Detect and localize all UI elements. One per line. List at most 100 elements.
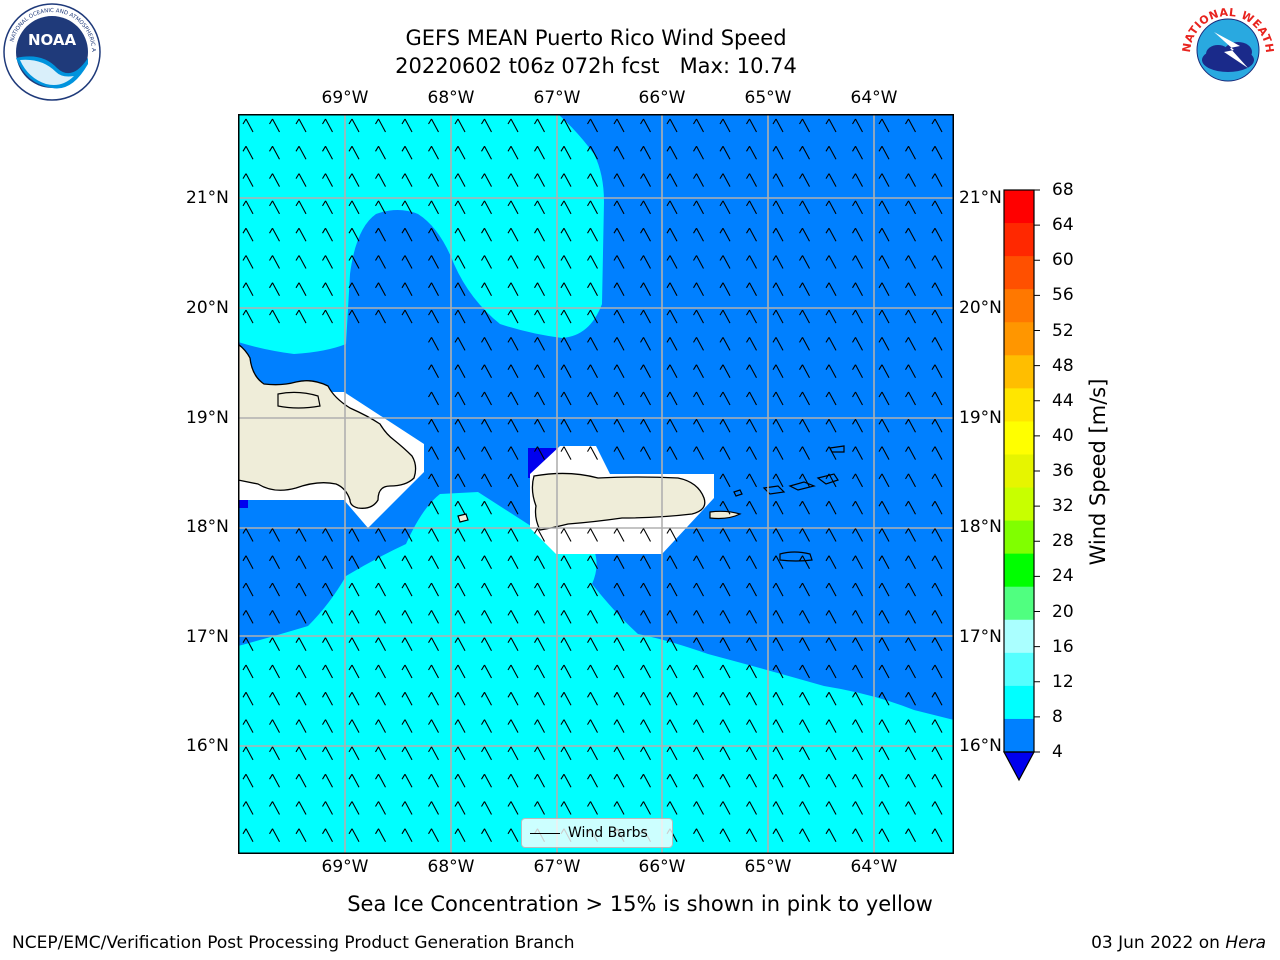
wind-barb	[905, 200, 916, 215]
wind-barb	[454, 309, 466, 324]
wind-barb	[825, 419, 837, 433]
colorbar-tick-label: 40	[1052, 425, 1074, 446]
wind-barb	[428, 664, 439, 679]
wind-barb	[587, 664, 598, 679]
wind-barb	[905, 528, 916, 542]
wind-barb	[401, 719, 413, 733]
wind-barb	[534, 419, 545, 433]
wind-barb	[534, 637, 545, 651]
wind-barb	[719, 610, 731, 624]
wind-barb	[666, 200, 678, 215]
wind-barb	[878, 582, 890, 597]
wind-barb	[878, 118, 890, 133]
wind-barb	[269, 555, 280, 570]
wind-barb	[375, 610, 386, 624]
wind-barb	[878, 473, 890, 488]
wind-barb	[905, 282, 916, 297]
wind-barb	[401, 528, 413, 542]
wind-barb	[693, 801, 704, 815]
wind-barb	[931, 801, 943, 815]
wind-barb	[401, 255, 413, 269]
wind-barb	[454, 719, 466, 733]
wind-barb	[428, 801, 439, 815]
wind-barb	[825, 364, 837, 378]
wind-barb	[666, 337, 678, 351]
wind-barb	[905, 364, 916, 378]
wind-barb	[428, 582, 439, 597]
lat-label-right: 18°N	[959, 517, 1002, 537]
colorbar-tick-label: 52	[1052, 320, 1074, 341]
lon-label-top: 66°W	[638, 88, 686, 108]
wind-barb	[560, 773, 572, 788]
wind-barb	[507, 200, 519, 215]
wind-barb	[481, 309, 492, 324]
wind-barb	[905, 118, 916, 133]
nws-logo: NATIONAL WEATHER SERVICE	[1173, 0, 1278, 102]
wind-barb	[348, 692, 360, 706]
wind-barb	[931, 582, 943, 597]
wind-barb	[852, 419, 863, 433]
colorbar-tick-label: 32	[1052, 496, 1074, 517]
wind-barb	[825, 473, 837, 488]
legend-label: Wind Barbs	[568, 825, 648, 841]
wind-barb	[746, 255, 757, 269]
wind-barb	[587, 146, 598, 160]
wind-barb	[295, 746, 307, 761]
wind-barb	[666, 446, 678, 460]
wind-barb	[454, 446, 466, 460]
wind-barb	[693, 200, 704, 215]
wind-barb	[587, 801, 598, 815]
wind-barb	[269, 582, 280, 597]
colorbar-tick-label: 12	[1052, 671, 1074, 692]
wind-barb	[481, 828, 492, 843]
wind-band-below-4	[238, 498, 248, 508]
wind-barb	[799, 500, 810, 515]
wind-barb	[401, 610, 413, 624]
wind-barb	[613, 528, 625, 542]
wind-barb	[693, 719, 704, 733]
wind-barb	[772, 637, 784, 651]
wind-barb	[746, 419, 757, 433]
wind-barb	[693, 337, 704, 351]
footer-date-text: 03 Jun 2022 on	[1091, 933, 1226, 953]
wind-barb	[534, 555, 545, 570]
wind-barb	[852, 446, 863, 460]
wind-barb	[507, 719, 519, 733]
wind-barb	[693, 528, 704, 542]
wind-barb	[905, 746, 916, 761]
colorbar-segment	[1004, 454, 1034, 489]
wind-barb	[666, 692, 678, 706]
wind-barb	[428, 364, 439, 378]
wind-barb	[613, 719, 625, 733]
lat-label-left: 17°N	[186, 627, 229, 647]
wind-barb	[825, 828, 837, 843]
wind-barb	[269, 692, 280, 706]
wind-barb	[348, 173, 360, 187]
wind-barb	[560, 391, 572, 406]
wind-barb	[746, 500, 757, 515]
colorbar-segment	[1004, 289, 1034, 323]
wind-barb	[772, 446, 784, 460]
wind-barb	[931, 555, 943, 570]
wind-barb	[825, 555, 837, 570]
wind-barb	[534, 173, 545, 187]
wind-barb	[613, 801, 625, 815]
wind-barb	[905, 227, 916, 242]
lon-label-bottom: 66°W	[638, 857, 686, 877]
wind-barb	[242, 200, 254, 215]
wind-barb	[322, 282, 333, 297]
wind-barb	[269, 118, 280, 133]
wind-barb	[587, 610, 598, 624]
wind-barb	[852, 610, 863, 624]
wind-barb	[454, 528, 466, 542]
wind-barb	[322, 773, 333, 788]
wind-barb	[428, 610, 439, 624]
wind-barb	[666, 391, 678, 406]
wind-barb	[534, 364, 545, 378]
wind-barb	[746, 146, 757, 160]
wind-barb	[481, 419, 492, 433]
wind-barb	[481, 610, 492, 624]
wind-barb	[534, 446, 545, 460]
wind-barb	[931, 227, 943, 242]
wind-barb	[295, 309, 307, 324]
